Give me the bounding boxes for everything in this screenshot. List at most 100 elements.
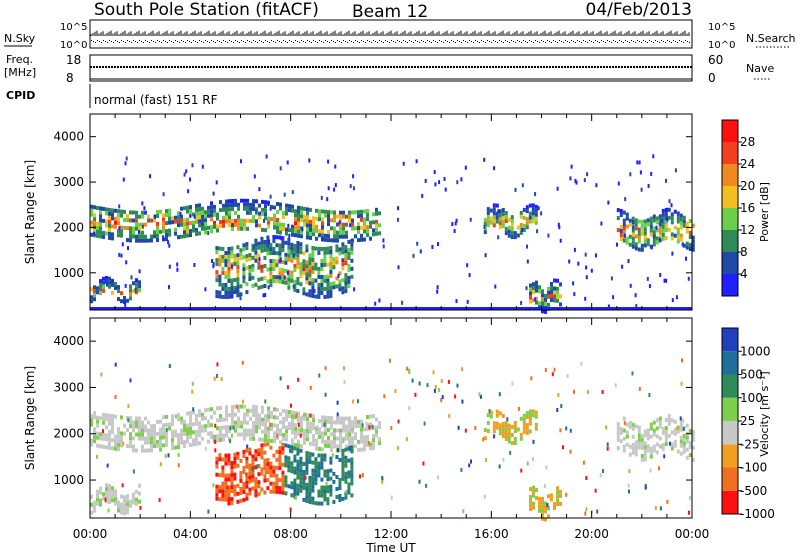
velocity-ylabel: Slant Range [km] [23, 366, 37, 470]
heatmap-cell [366, 229, 369, 234]
heatmap-cell [495, 425, 499, 430]
heatmap-cell [215, 290, 219, 295]
nsearch-sample [631, 40, 632, 41]
heatmap-cell [299, 250, 303, 255]
heatmap-cell [501, 414, 505, 418]
heatmap-cell [162, 415, 165, 420]
heatmap-cell [281, 276, 285, 281]
heatmap-cell [261, 429, 264, 434]
heatmap-cell [224, 255, 228, 259]
heatmap-cell [344, 289, 348, 294]
noise-cell [286, 270, 289, 275]
noise-cell [361, 473, 364, 478]
nsearch-sample [303, 41, 304, 42]
heatmap-cell [251, 267, 255, 272]
heatmap-cell [108, 211, 111, 216]
noise-cell [214, 439, 217, 444]
heatmap-cell [219, 208, 222, 213]
noise-cell [262, 293, 265, 298]
heatmap-cell [284, 459, 288, 464]
heatmap-cell [231, 416, 234, 421]
heatmap-cell [519, 230, 523, 235]
heatmap-cell [248, 471, 252, 476]
heatmap-cell [162, 213, 165, 218]
nsearch-sample [391, 40, 392, 41]
heatmap-cell [252, 199, 255, 204]
noise-cell [316, 425, 319, 430]
heatmap-cell [309, 425, 312, 430]
nsearch-sample [605, 42, 606, 43]
noise-cell [569, 176, 572, 181]
heatmap-cell [308, 289, 312, 294]
heatmap-cell [360, 427, 363, 432]
heatmap-cell [347, 458, 351, 463]
heatmap-cell [96, 233, 99, 238]
heatmap-cell [682, 215, 686, 220]
heatmap-cell [227, 274, 231, 279]
noise-cell [681, 242, 684, 247]
heatmap-cell [215, 488, 219, 493]
heatmap-cell [679, 221, 683, 226]
heatmap-cell [541, 512, 544, 517]
heatmap-cell [278, 247, 282, 252]
heatmap-cell [306, 417, 309, 422]
heatmap-cell [538, 285, 541, 290]
heatmap-cell [631, 446, 635, 451]
noise-cell [141, 201, 144, 206]
heatmap-cell [531, 207, 535, 212]
heatmap-cell [251, 478, 255, 483]
heatmap-cell [321, 229, 324, 234]
heatmap-cell [93, 508, 96, 513]
noise-cell [258, 257, 261, 262]
heatmap-cell [117, 435, 120, 440]
heatmap-cell [369, 426, 372, 431]
heatmap-cell [333, 440, 336, 445]
noise-cell [401, 300, 404, 305]
heatmap-cell [111, 236, 114, 241]
heatmap-cell [366, 427, 369, 431]
heatmap-cell [634, 234, 638, 239]
heatmap-cell [347, 263, 351, 268]
heatmap-cell [227, 286, 231, 291]
heatmap-cell [204, 218, 207, 223]
heatmap-cell [649, 426, 653, 431]
heatmap-cell [682, 433, 686, 438]
heatmap-cell [489, 216, 493, 221]
heatmap-cell [282, 223, 285, 227]
heatmap-cell [138, 424, 141, 429]
heatmap-cell [504, 437, 508, 441]
noise-cell [129, 378, 132, 383]
heatmap-cell [264, 200, 267, 205]
noise-cell [342, 439, 345, 444]
heatmap-cell [661, 220, 665, 225]
heatmap-cell [245, 290, 249, 295]
heatmap-cell [308, 277, 312, 282]
heatmap-cell [195, 441, 198, 446]
nsearch-sample [547, 40, 548, 41]
heatmap-cell [338, 251, 342, 256]
heatmap-cell [114, 282, 117, 286]
heatmap-cell [207, 419, 210, 424]
heatmap-cell [290, 493, 294, 498]
heatmap-cell [243, 404, 246, 409]
nsearch-sample [165, 41, 166, 42]
heatmap-cell [691, 457, 695, 462]
heatmap-cell [658, 234, 662, 239]
nsearch-sample [163, 40, 164, 41]
heatmap-cell [198, 441, 201, 446]
velocity-legend-tick-label: -25 [740, 437, 760, 451]
noise-cell [454, 221, 457, 226]
heatmap-cell [255, 199, 258, 204]
heatmap-cell [510, 215, 514, 220]
heatmap-cell [99, 498, 102, 503]
heatmap-cell [290, 481, 294, 486]
heatmap-cell [314, 246, 318, 251]
heatmap-cell [258, 215, 261, 220]
heatmap-cell [348, 424, 351, 429]
heatmap-cell [287, 273, 291, 278]
heatmap-cell [679, 423, 683, 428]
noise-cell [585, 265, 588, 270]
heatmap-cell [541, 504, 544, 509]
power-legend-label: Power [dB] [758, 182, 771, 242]
heatmap-cell [513, 425, 517, 429]
